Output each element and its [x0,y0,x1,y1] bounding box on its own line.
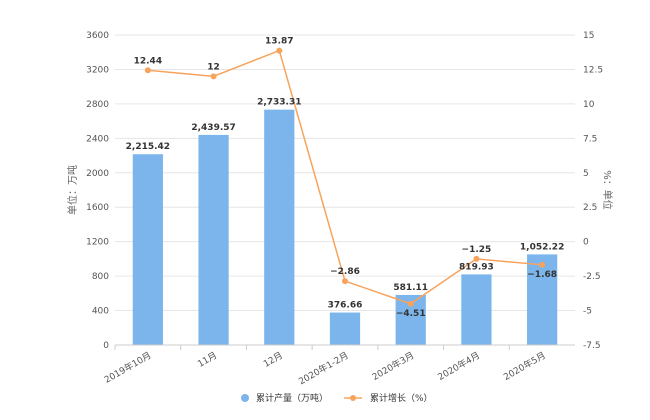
y-left-axis-title: 单位：万吨 [66,165,79,215]
y-right-tick-label: -5 [583,307,592,317]
y-left-tick-label: 2000 [86,169,109,179]
line-point[interactable] [539,261,546,268]
line-point[interactable] [342,278,348,285]
bar-data-label: 581.11 [393,283,428,293]
bar-data-label: 2,439.57 [191,123,235,133]
y-right-tick-label: -2.5 [583,272,601,282]
y-left-tick-label: 1200 [86,238,109,248]
gridlines [115,34,575,346]
y-left-tick-label: 400 [92,307,109,317]
x-tick-label: 2020年1-2月 [296,349,350,387]
x-tick-label: 2020年3月 [370,349,416,383]
y-right-tick-label: 10 [583,100,595,110]
line-point[interactable] [276,47,283,54]
y-left-tick-label: 1600 [86,203,109,213]
x-tick-label: 2019年10月 [102,349,153,386]
line-point[interactable] [473,255,480,262]
y-right-tick-label: 2.5 [583,203,597,213]
y-right-tick-label: 12.5 [583,65,603,75]
bar[interactable] [461,274,492,345]
bar-data-label: 1,052.22 [520,242,564,252]
legend-label-growth: 累计增长（%） [370,392,433,404]
x-tick-label: 12月 [262,350,285,370]
legend-swatch-production [241,394,249,402]
y-left-tick-label: 800 [92,272,109,282]
y-left-tick-label: 0 [103,341,109,351]
y-left-tick-label: 3600 [86,31,109,41]
line-data-label: −1.25 [462,245,492,255]
line-data-label: 12.44 [134,56,162,66]
data-labels: 2,215.42 2,439.57 2,733.31 376.66 581.11 819.… [126,37,565,319]
legend-item-production[interactable]: 累计产量（万吨） [241,392,328,404]
bar-data-label: 376.66 [328,301,363,311]
y-right-axis-title: %：单位 [601,170,614,210]
bar-series [132,109,558,345]
line-point[interactable] [144,67,151,74]
line-point[interactable] [407,300,414,307]
y-right-tick-label: 5 [583,169,589,179]
bar-data-label: 819.93 [459,262,494,272]
y-left-tick-label: 3200 [86,65,109,75]
bar[interactable] [329,312,361,345]
line-series [144,47,546,307]
legend-swatch-growth-dot [350,395,356,401]
y-right-tick-label: 7.5 [583,134,597,144]
line-data-label: −2.86 [330,267,360,277]
x-tick-label: 11月 [196,350,219,370]
y-right-tick-label: 15 [583,31,594,41]
bar[interactable] [264,109,295,345]
legend-item-growth[interactable]: 累计增长（%） [344,392,433,404]
line-data-label: −4.51 [396,309,426,319]
x-tick-label: 2020年4月 [436,349,482,383]
y-left-tick-label: 2800 [86,100,109,110]
y-right-tick-label: -7.5 [583,341,601,351]
bar[interactable] [527,254,558,345]
bar[interactable] [198,134,229,345]
legend-label-production: 累计产量（万吨） [256,392,328,404]
y-left-tick-label: 2400 [86,134,109,144]
bar[interactable] [132,154,163,345]
line-data-label: 12 [207,62,220,72]
y-right-tick-label: 0 [583,238,589,248]
legend: 累计产量（万吨） 累计增长（%） [241,392,433,404]
line-data-label: 13.87 [265,37,293,47]
line-point[interactable] [210,73,217,80]
bar-data-label: 2,215.42 [126,142,170,152]
line-data-label: −1.68 [527,270,557,280]
x-tick-label: 2020年5月 [501,349,547,383]
bar-data-label: 2,733.31 [257,98,301,108]
